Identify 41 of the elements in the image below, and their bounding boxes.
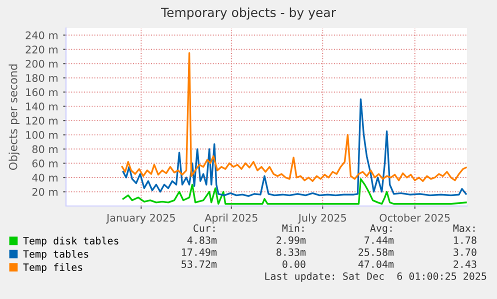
text: Max: (453, 224, 475, 232)
y-tick-label: 120 m (26, 116, 58, 125)
line-series (122, 178, 467, 205)
text: 7.44m (364, 236, 394, 244)
y-tick-label: 40 m (32, 174, 58, 182)
y-tick-label: 160 m (26, 88, 58, 96)
x-tick-label: October 2025 (380, 214, 450, 222)
y-tick-label: 200 m (26, 60, 58, 68)
text: 17.49m (182, 248, 217, 256)
line-series (121, 52, 467, 182)
text: 2.43 (454, 260, 476, 268)
text: Cur: (194, 224, 215, 232)
chart-title: Temporary objects - by year (160, 7, 336, 20)
text: 3.70 (454, 248, 476, 256)
y-tick-label: 100 m (26, 131, 58, 139)
text: Last update: Sat Dec 6 01:00:25 2025 (265, 272, 486, 282)
x-tick-label: January 2025 (106, 214, 175, 224)
legend-label: Temp tables (23, 250, 88, 260)
y-axis-title: Objects per second (8, 64, 20, 170)
line-series (122, 98, 467, 197)
y-tick-label: 80 m (32, 145, 58, 154)
x-tick-label: July 2025 (298, 214, 346, 224)
text: 47.04m (358, 260, 394, 268)
text: 8.33m (276, 248, 306, 256)
y-tick-label: 180 m (26, 74, 58, 82)
y-tick-label: 60 m (32, 160, 58, 168)
legend-label: Temp disk tables (23, 236, 118, 246)
text: 0.00 (282, 260, 306, 268)
y-tick-label: 240 m (26, 31, 58, 40)
text: Avg: (370, 224, 392, 234)
text: Min: (282, 224, 304, 232)
text: 1.78 (454, 236, 476, 244)
legend-label: Temp files (23, 263, 82, 273)
y-tick-label: 140 m (26, 102, 58, 110)
text: 25.58m (358, 248, 394, 256)
text: 4.83m (187, 236, 217, 244)
text: 53.72m (182, 260, 217, 268)
y-tick-label: 20 m (32, 188, 58, 196)
x-tick-label: April 2025 (204, 214, 258, 224)
text: 2.99m (276, 236, 306, 244)
y-tick-label: 220 m (26, 46, 58, 54)
